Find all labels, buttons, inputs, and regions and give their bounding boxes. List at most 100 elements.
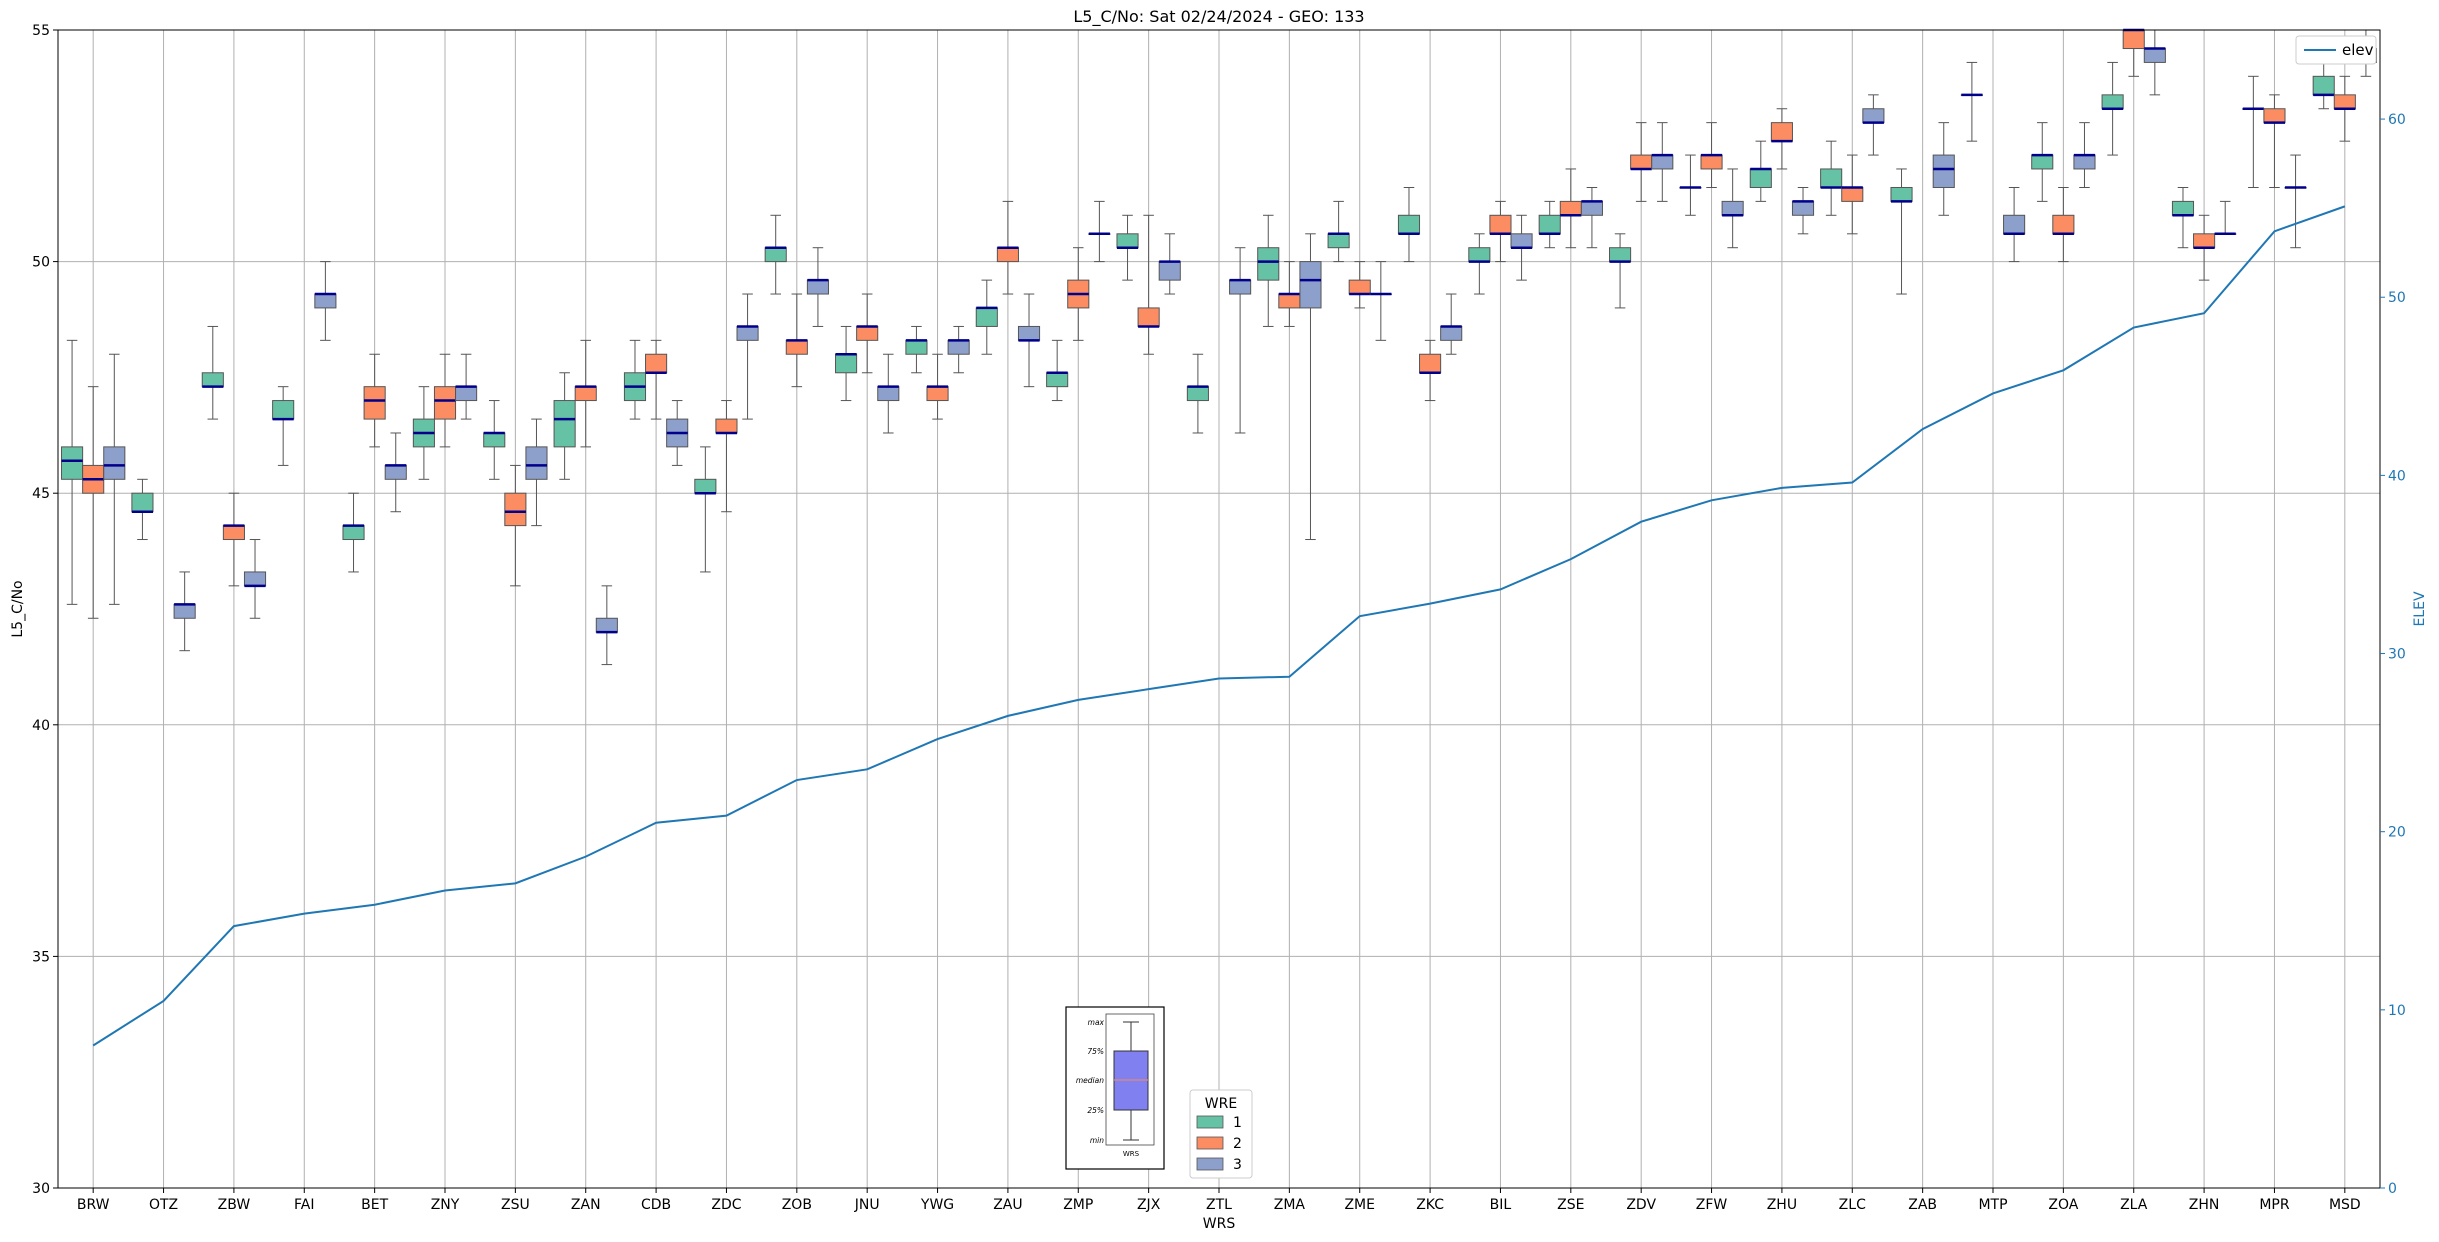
- x-tick-label: ZDV: [1626, 1197, 1656, 1213]
- iqr-box: [1538, 214, 1561, 235]
- box-ZSE-wre-1: [1538, 200, 1561, 249]
- box-BET-wre-3: [384, 432, 407, 513]
- iqr-box: [806, 279, 829, 295]
- y2-tick-label: 0: [2388, 1181, 2397, 1197]
- x-tick-label: ZTL: [1206, 1197, 1232, 1213]
- iqr-box: [2052, 214, 2075, 235]
- iqr-box: [736, 325, 759, 341]
- box-ZME-wre-1: [1327, 200, 1350, 263]
- iqr-box: [553, 400, 576, 448]
- box-ZBW-wre-2: [222, 492, 245, 587]
- box-JNU-wre-2: [856, 293, 879, 374]
- y-tick-label: 30: [32, 1181, 50, 1197]
- wre-legend-label: 2: [1233, 1136, 1242, 1152]
- inset-label: max: [1088, 1018, 1105, 1027]
- wre-legend-label: 1: [1233, 1115, 1242, 1131]
- box-ZFW-wre-3: [1721, 168, 1744, 249]
- legends: elev WRE 1 2 3 max 75% median 25% min WRS: [1065, 35, 2377, 1179]
- box-ZJX-wre-1: [1116, 214, 1139, 281]
- iqr-box: [201, 372, 224, 388]
- iqr-box: [2193, 233, 2216, 249]
- iqr-box: [1841, 186, 1864, 202]
- iqr-box: [504, 492, 527, 527]
- iqr-box: [1489, 214, 1512, 235]
- box-ZLC-wre-3: [1862, 94, 1885, 156]
- box-ZHN-wre-1: [2171, 186, 2195, 249]
- box-ZFW-wre-1: [1679, 154, 1702, 216]
- box-CDB-wre-2: [645, 339, 668, 420]
- iqr-box: [645, 353, 668, 374]
- box-MTP-wre-1: [1960, 61, 1983, 142]
- iqr-box: [363, 386, 386, 420]
- x-tick-label: ZHU: [1767, 1197, 1797, 1213]
- x-tick-label: MTP: [1978, 1197, 2007, 1213]
- box-CDB-wre-1: [623, 339, 647, 420]
- elev-legend-label: elev: [2342, 41, 2374, 59]
- box-ZHU-wre-2: [1770, 108, 1793, 170]
- box-ZAU-wre-3: [1017, 293, 1041, 388]
- x-tick-label: ZLA: [2120, 1197, 2148, 1213]
- iqr-box: [103, 446, 126, 480]
- box-BRW-wre-1: [61, 339, 84, 605]
- x-tick-label: FAI: [294, 1197, 314, 1213]
- iqr-box: [2031, 154, 2054, 170]
- box-ZHU-wre-3: [1791, 186, 1815, 235]
- box-MTP-wre-3: [2003, 186, 2026, 263]
- iqr-box: [1017, 325, 1041, 341]
- x-tick-label: ZAB: [1908, 1197, 1937, 1213]
- box-ZMP-wre-1: [1046, 339, 1069, 402]
- x-tick-label: ZOB: [782, 1197, 812, 1213]
- inset-label: min: [1090, 1136, 1104, 1145]
- box-ZDC-wre-3: [736, 293, 759, 420]
- iqr-box: [595, 617, 618, 633]
- box-OTZ-wre-3: [173, 571, 196, 652]
- box-MPR-wre-2: [2263, 94, 2286, 188]
- box-ZJX-wre-2: [1137, 214, 1160, 355]
- iqr-box: [1510, 233, 1533, 249]
- x-tick-label: ZHN: [2189, 1197, 2220, 1213]
- box-ZNY-wre-3: [455, 353, 478, 420]
- x-tick-label: ZNY: [431, 1197, 460, 1213]
- y-tick-label: 55: [32, 23, 50, 39]
- x-tick-label: JNU: [854, 1197, 880, 1213]
- box-BET-wre-2: [363, 353, 386, 448]
- y-tick-label: 35: [32, 949, 50, 965]
- x-tick-label: ZJX: [1137, 1197, 1161, 1213]
- iqr-box: [1186, 386, 1209, 402]
- box-BIL-wre-2: [1489, 200, 1512, 263]
- box-layer: [61, 28, 2377, 666]
- box-MPR-wre-1: [2242, 75, 2265, 188]
- box-ZOB-wre-3: [806, 247, 829, 327]
- box-ZMP-wre-2: [1067, 247, 1090, 341]
- box-ZMP-wre-3: [1088, 200, 1111, 263]
- box-ZMA-wre-2: [1278, 261, 1301, 327]
- x-tick-label: ZSE: [1557, 1197, 1584, 1213]
- iqr-box: [1397, 214, 1421, 235]
- box-ZKC-wre-1: [1397, 186, 1421, 263]
- box-MPR-wre-3: [2284, 154, 2307, 249]
- wre-legend: WRE 1 2 3: [1189, 1089, 1253, 1179]
- box-ZBW-wre-1: [201, 325, 224, 420]
- iqr-box: [996, 247, 1019, 263]
- x-tick-label: ZMA: [1274, 1197, 1306, 1213]
- iqr-box: [835, 353, 858, 374]
- box-ZAN-wre-1: [553, 372, 576, 480]
- x-tick-label: ZLC: [1839, 1197, 1866, 1213]
- iqr-box: [1890, 186, 1913, 202]
- inset-label: median: [1076, 1076, 1104, 1085]
- box-ZDV-wre-2: [1630, 122, 1653, 202]
- box-YWG-wre-1: [905, 325, 928, 374]
- box-JNU-wre-3: [877, 353, 900, 434]
- x-tick-label: ZMP: [1063, 1197, 1093, 1213]
- iqr-box: [314, 293, 337, 309]
- iqr-box: [1559, 200, 1582, 216]
- box-BRW-wre-3: [103, 353, 126, 605]
- iqr-box: [856, 325, 879, 341]
- iqr-box: [173, 603, 196, 619]
- x-tick-label: OTZ: [149, 1197, 178, 1213]
- box-ZHN-wre-2: [2193, 214, 2216, 281]
- iqr-box: [574, 386, 597, 402]
- box-ZFW-wre-2: [1700, 122, 1723, 188]
- y2-tick-label: 60: [2388, 112, 2406, 128]
- box-ZAB-wre-1: [1890, 168, 1913, 295]
